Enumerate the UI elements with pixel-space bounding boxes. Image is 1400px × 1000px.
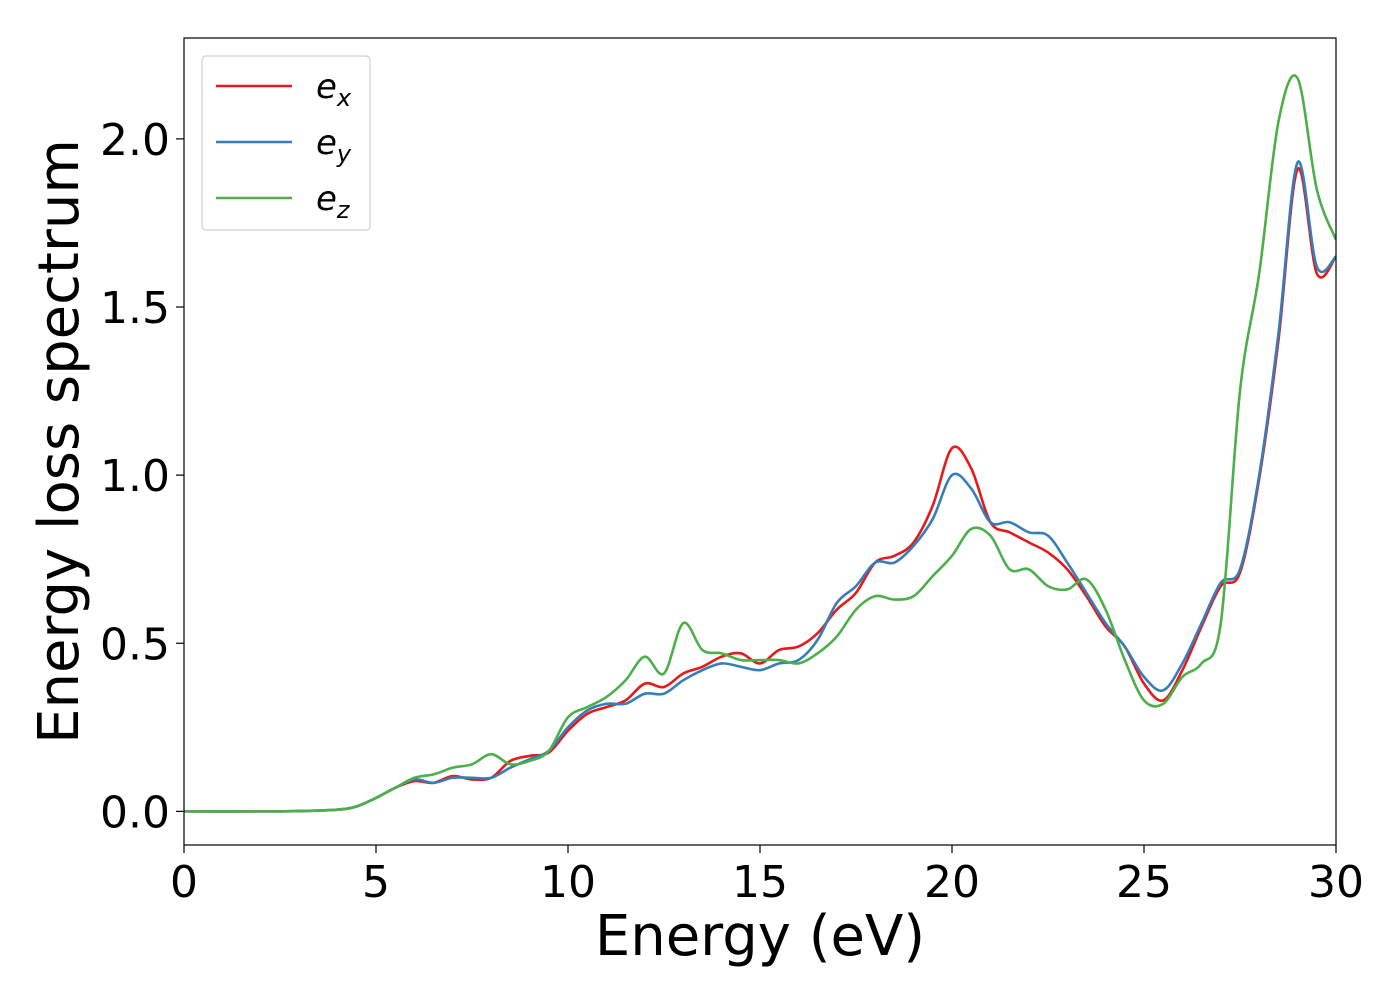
y-tick-label: 2.0 bbox=[100, 115, 170, 166]
legend-label-y: ey bbox=[316, 123, 352, 168]
legend-label-subscript: z bbox=[336, 196, 351, 224]
x-axis-ticks: 0 5 10 15 20 25 30 bbox=[170, 845, 1364, 908]
x-tick-label: 25 bbox=[1116, 857, 1172, 908]
y-tick-label: 1.5 bbox=[100, 283, 170, 334]
series-line-x bbox=[184, 167, 1336, 813]
legend-label-base: e bbox=[316, 67, 337, 107]
y-tick-label: 0.5 bbox=[100, 619, 170, 670]
x-tick-label: 10 bbox=[540, 857, 596, 908]
legend-label-subscript: y bbox=[336, 140, 352, 168]
x-tick-label: 5 bbox=[362, 857, 390, 908]
y-tick-label: 1.0 bbox=[100, 451, 170, 502]
legend-label-base: e bbox=[316, 179, 337, 219]
legend-label-x: ex bbox=[316, 67, 352, 112]
x-tick-label: 0 bbox=[170, 857, 198, 908]
x-tick-label: 30 bbox=[1308, 857, 1364, 908]
x-tick-label: 20 bbox=[924, 857, 980, 908]
legend-label-z: ez bbox=[316, 179, 351, 224]
x-tick-label: 15 bbox=[732, 857, 788, 908]
y-axis-label: Energy loss spectrum bbox=[27, 139, 92, 744]
series-line-z bbox=[184, 74, 1336, 813]
y-tick-label: 0.0 bbox=[100, 787, 170, 838]
plot-lines bbox=[184, 74, 1336, 813]
legend-label-subscript: x bbox=[336, 84, 352, 112]
legend-label-base: e bbox=[316, 123, 337, 163]
series-line-y bbox=[184, 160, 1336, 813]
x-axis-label: Energy (eV) bbox=[595, 904, 925, 969]
y-axis-ticks: 0.0 0.5 1.0 1.5 2.0 bbox=[100, 115, 184, 838]
